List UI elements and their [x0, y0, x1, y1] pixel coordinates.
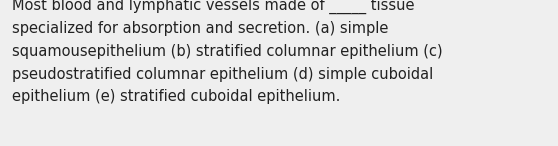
- Text: epithelium (e) stratified cuboidal epithelium.: epithelium (e) stratified cuboidal epith…: [12, 89, 340, 104]
- Text: squamousepithelium (b) stratified columnar epithelium (c): squamousepithelium (b) stratified column…: [12, 44, 442, 59]
- Text: Most blood and lymphatic vessels made of _____ tissue: Most blood and lymphatic vessels made of…: [12, 0, 415, 14]
- Text: pseudostratified columnar epithelium (d) simple cuboidal: pseudostratified columnar epithelium (d)…: [12, 66, 433, 81]
- Text: specialized for absorption and secretion. (a) simple: specialized for absorption and secretion…: [12, 21, 388, 36]
